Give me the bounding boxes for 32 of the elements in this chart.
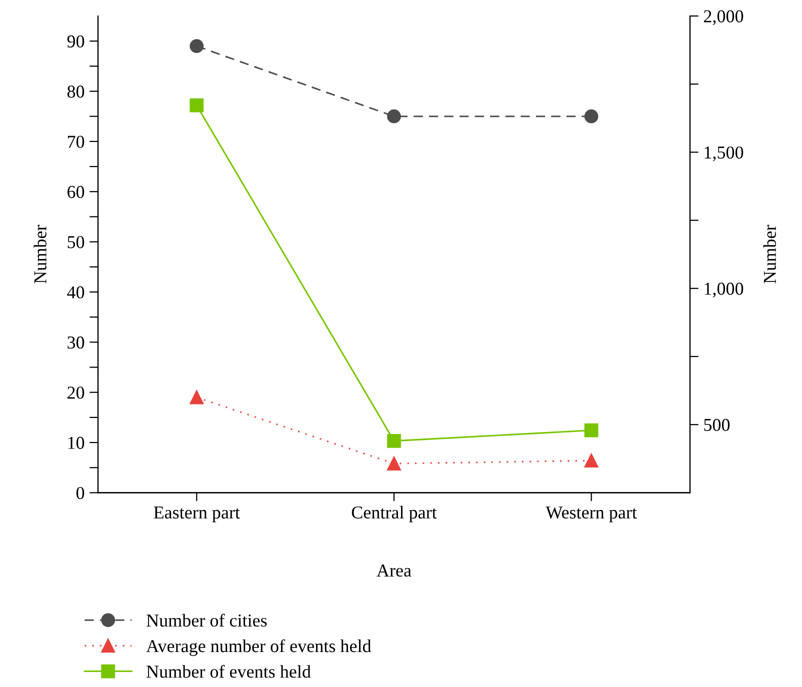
y2-axis-title: Number xyxy=(763,224,776,284)
y-tick-label: 60 xyxy=(68,186,84,198)
x-tick-label: Central part xyxy=(352,506,437,522)
y-tick-label: 80 xyxy=(67,86,84,98)
y2-tick-label: 1,000 xyxy=(704,282,744,298)
legend-label: Number of events held xyxy=(146,664,311,678)
y-tick-label: 30 xyxy=(68,336,84,349)
y-tick-label: 50 xyxy=(68,236,84,248)
y2-tick-label: 500 xyxy=(704,418,730,432)
point xyxy=(584,109,598,124)
point xyxy=(584,423,598,438)
point xyxy=(584,454,598,468)
y2-tick-label: 2,000 xyxy=(704,10,744,26)
point xyxy=(190,39,204,54)
y-tick-label: 20 xyxy=(68,386,84,399)
y-axis-title: Number xyxy=(34,224,46,284)
y-tick-label: 0 xyxy=(76,486,84,500)
y2-tick-label: 1,500 xyxy=(704,146,744,162)
point xyxy=(190,98,204,112)
point xyxy=(387,109,401,124)
x-tick-label: Western part xyxy=(546,506,637,522)
legend-label: Number of cities xyxy=(146,614,267,627)
y-tick-label: 70 xyxy=(68,136,84,148)
point xyxy=(387,456,401,471)
y-tick-label: 40 xyxy=(67,286,84,298)
x-axis-title: Area xyxy=(376,564,412,577)
x-tick-label: Eastern part xyxy=(154,506,240,522)
y-tick-label: 10 xyxy=(68,436,84,449)
y-tick-label: 90 xyxy=(67,35,84,48)
point xyxy=(190,390,204,404)
point xyxy=(387,434,401,448)
legend-label: Average number of events held xyxy=(146,639,372,656)
